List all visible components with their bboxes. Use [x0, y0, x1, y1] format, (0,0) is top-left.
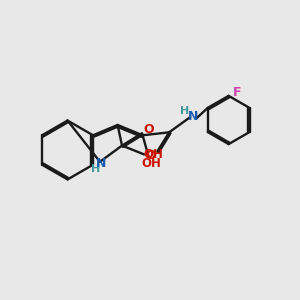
Text: O: O [143, 123, 154, 136]
Text: N: N [96, 157, 106, 170]
Text: N: N [188, 110, 198, 123]
Text: OH: OH [141, 157, 161, 170]
Text: O: O [146, 148, 156, 161]
Text: H: H [91, 164, 100, 174]
Text: F: F [232, 86, 241, 99]
Text: OH: OH [144, 148, 164, 161]
Text: H: H [180, 106, 190, 116]
